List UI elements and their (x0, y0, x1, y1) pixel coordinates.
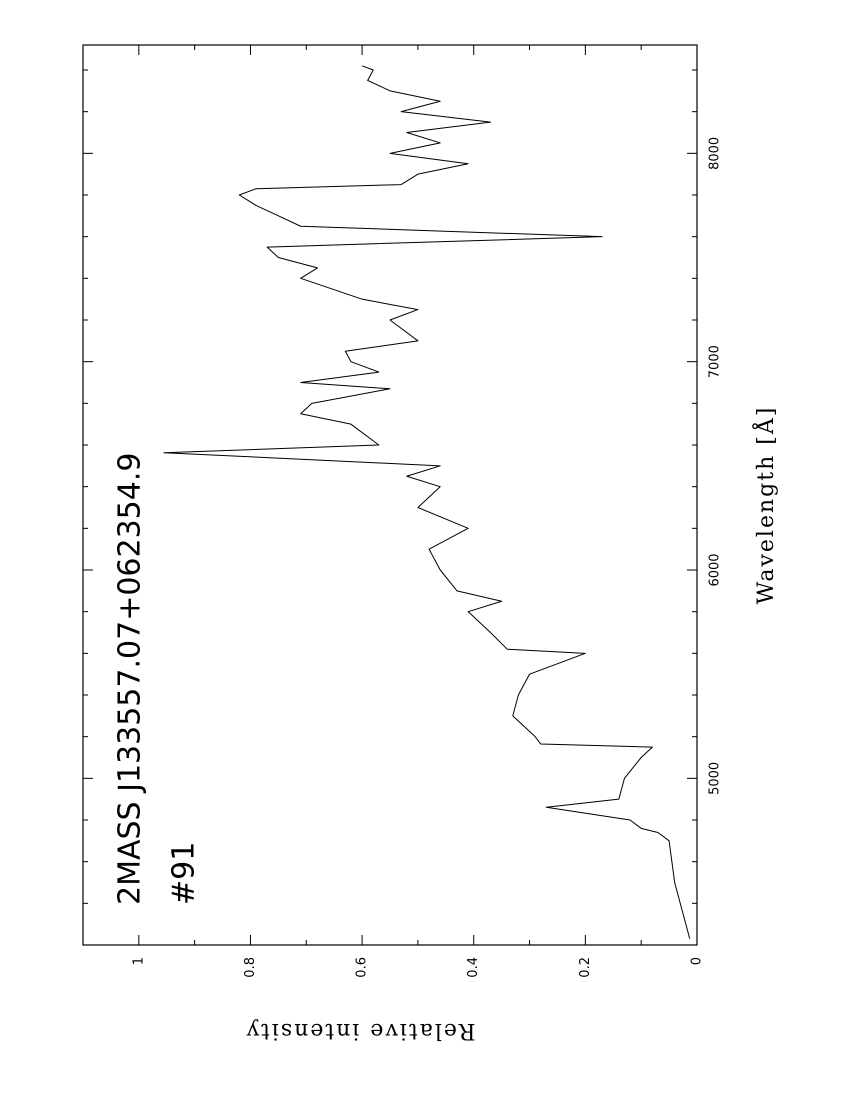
plot-frame (82, 44, 698, 946)
x-tick-label: 8000 (708, 137, 723, 170)
y-tick-label: 0.8 (243, 957, 258, 978)
y-tick-label: 0.2 (578, 957, 593, 978)
chart-subtitle: #91 (167, 842, 202, 905)
x-axis-label: Wavelength [Å] (751, 406, 779, 605)
x-tick-label: 5000 (708, 762, 723, 795)
y-axis-label: Relative intensity (245, 1018, 476, 1043)
plot-area: 5000 6000 7000 8000 0 0.2 0.4 0.6 0.8 1 2MASS J133… (82, 44, 779, 1043)
y-tick-label: 0.6 (355, 957, 370, 978)
y-tick-label: 0 (690, 957, 705, 965)
y-tick-label: 1 (131, 957, 146, 965)
spectrum-line (163, 65, 691, 939)
x-tick-label: 7000 (708, 345, 723, 378)
y-tick-label: 0.4 (466, 957, 481, 978)
x-tick-label: 6000 (708, 553, 723, 586)
chart-title: 2MASS J133557.07+062354.9 (113, 453, 148, 905)
